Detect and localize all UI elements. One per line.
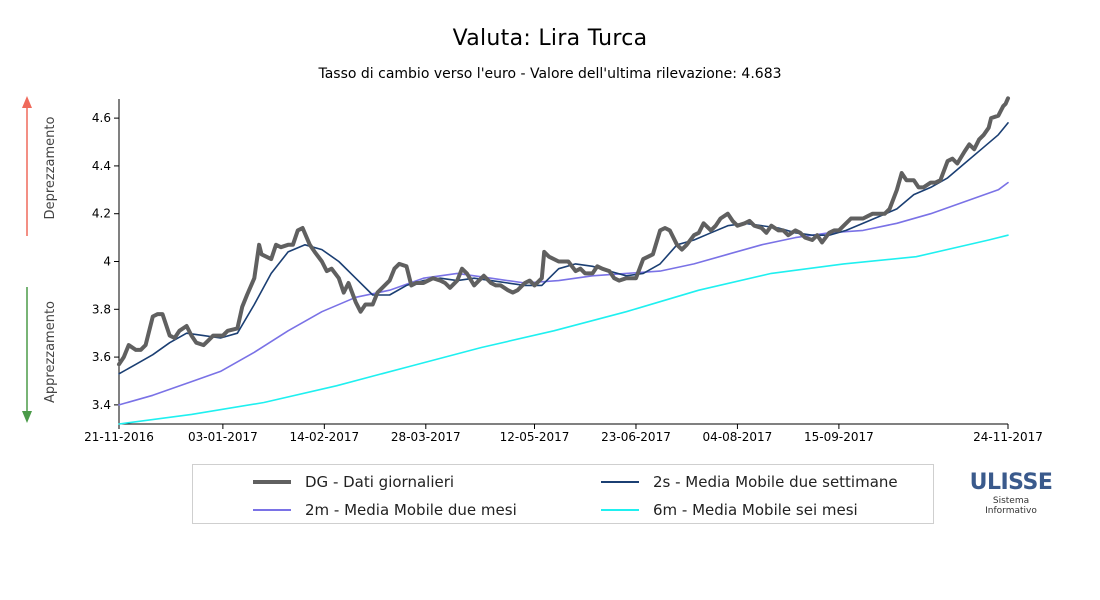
- series-line-2m: [118, 181, 1009, 406]
- series-line-dg: [117, 96, 1010, 367]
- y-tick-label: 4.2: [92, 207, 111, 221]
- depreciation-label: Deprezzamento: [43, 117, 58, 220]
- y-tick-label: 4.6: [92, 111, 111, 125]
- depreciation-arrowhead: [22, 96, 32, 108]
- y-tick-label: 4.4: [92, 159, 111, 173]
- appreciation-arrowhead: [22, 411, 32, 423]
- chart-subtitle: Tasso di cambio verso l'euro - Valore de…: [318, 66, 782, 82]
- legend-label-2m: 2m - Media Mobile due mesi: [305, 501, 517, 519]
- series-line-6m: [118, 234, 1009, 425]
- ulisse-logo: ULISSE Sistema Informativo: [966, 470, 1056, 516]
- legend-item-2s: 2s - Media Mobile due settimane: [601, 473, 898, 491]
- x-tick-label: 21-11-2016: [84, 430, 154, 444]
- y-tick-label: 3.6: [92, 350, 111, 364]
- x-tick-label: 12-05-2017: [500, 430, 570, 444]
- legend-swatch-dg: [253, 480, 291, 484]
- legend-label-6m: 6m - Media Mobile sei mesi: [653, 501, 858, 519]
- legend-label-dg: DG - Dati giornalieri: [305, 473, 455, 491]
- legend-swatch-6m: [601, 509, 639, 511]
- legend-swatch-2s: [601, 481, 639, 483]
- series-line-2s: [118, 122, 1009, 375]
- legend-swatch-2m: [253, 509, 291, 511]
- x-tick-label: 04-08-2017: [703, 430, 773, 444]
- axes: 3.4 3.6 3.8 4 4.2 4.4 4.6 21-11-2016 03-01-2017 1…: [84, 99, 1043, 444]
- logo-subtitle-line1: Sistema: [992, 496, 1030, 506]
- y-tick-label: 3.8: [92, 302, 111, 316]
- x-tick-label: 24-11-2017: [973, 430, 1043, 444]
- y-tick-label: 3.4: [92, 398, 111, 412]
- chart-title: Valuta: Lira Turca: [452, 26, 648, 51]
- y-tick-label: 4: [103, 255, 111, 269]
- legend: DG - Dati giornalieri 2s - Media Mobile …: [192, 464, 934, 524]
- series-layer: [117, 96, 1010, 425]
- logo-subtitle: Sistema Informativo: [966, 496, 1056, 516]
- legend-item-2m: 2m - Media Mobile due mesi: [253, 501, 517, 519]
- x-tick-label: 28-03-2017: [391, 430, 461, 444]
- x-tick-label: 15-09-2017: [804, 430, 874, 444]
- x-tick-label: 14-02-2017: [289, 430, 359, 444]
- logo-subtitle-line2: Informativo: [985, 506, 1037, 516]
- side-arrows: Deprezzamento Apprezzamento: [22, 96, 58, 423]
- logo-wordmark: ULISSE: [969, 470, 1053, 495]
- legend-item-6m: 6m - Media Mobile sei mesi: [601, 501, 858, 519]
- appreciation-label: Apprezzamento: [43, 301, 58, 403]
- x-tick-label: 23-06-2017: [601, 430, 671, 444]
- legend-item-dg: DG - Dati giornalieri: [253, 473, 454, 491]
- x-tick-label: 03-01-2017: [188, 430, 258, 444]
- legend-label-2s: 2s - Media Mobile due settimane: [653, 473, 898, 491]
